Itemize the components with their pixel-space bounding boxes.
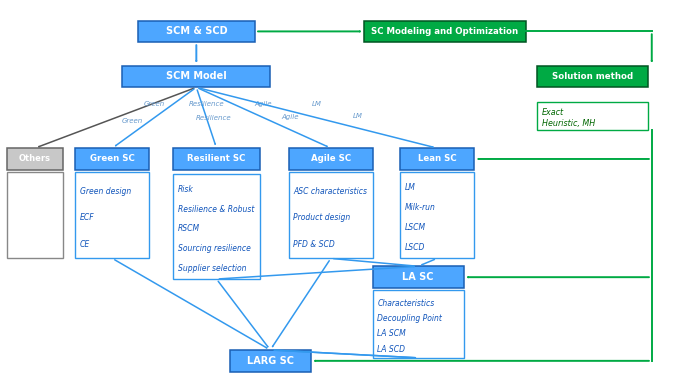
Text: CE: CE	[80, 240, 90, 248]
FancyBboxPatch shape	[173, 148, 260, 170]
Text: ECF: ECF	[80, 213, 95, 222]
FancyBboxPatch shape	[7, 148, 63, 170]
Text: Resilient SC: Resilient SC	[187, 155, 246, 163]
Text: LARG SC: LARG SC	[247, 356, 294, 366]
FancyBboxPatch shape	[373, 290, 464, 358]
Text: Green design: Green design	[80, 186, 132, 195]
FancyBboxPatch shape	[537, 102, 649, 130]
Text: Milk-run: Milk-run	[405, 203, 435, 212]
FancyBboxPatch shape	[400, 172, 474, 259]
Text: Agile SC: Agile SC	[310, 155, 351, 163]
Text: LA SC: LA SC	[402, 272, 434, 282]
Text: LM: LM	[353, 113, 362, 119]
Text: SCM & SCD: SCM & SCD	[165, 26, 227, 36]
Text: LA SCM: LA SCM	[377, 330, 406, 338]
Text: Agile: Agile	[254, 101, 272, 107]
Text: Product design: Product design	[294, 213, 351, 222]
FancyBboxPatch shape	[76, 148, 149, 170]
Text: Heuristic, MH: Heuristic, MH	[542, 119, 595, 128]
Text: Green: Green	[122, 118, 143, 124]
Text: Characteristics: Characteristics	[377, 299, 435, 308]
FancyBboxPatch shape	[400, 148, 474, 170]
Text: SCM Model: SCM Model	[166, 71, 227, 81]
Text: Resilience: Resilience	[195, 115, 231, 121]
Text: Lean SC: Lean SC	[418, 155, 456, 163]
FancyBboxPatch shape	[373, 266, 464, 288]
Text: LSCD: LSCD	[405, 243, 425, 252]
Text: LM: LM	[312, 101, 321, 107]
Text: LM: LM	[405, 183, 416, 192]
Text: Supplier selection: Supplier selection	[178, 263, 246, 273]
FancyBboxPatch shape	[138, 20, 255, 42]
FancyBboxPatch shape	[289, 172, 373, 259]
Text: Resilience & Robust: Resilience & Robust	[178, 204, 254, 214]
Text: PFD & SCD: PFD & SCD	[294, 240, 335, 248]
Text: Resilience: Resilience	[188, 101, 224, 107]
FancyBboxPatch shape	[289, 148, 373, 170]
Text: Green SC: Green SC	[90, 155, 135, 163]
Text: Risk: Risk	[178, 185, 193, 194]
Text: RSCM: RSCM	[178, 224, 200, 233]
FancyBboxPatch shape	[76, 172, 149, 259]
Text: LA SCD: LA SCD	[377, 345, 406, 354]
FancyBboxPatch shape	[173, 174, 260, 279]
FancyBboxPatch shape	[364, 20, 526, 42]
Text: Sourcing resilience: Sourcing resilience	[178, 244, 250, 253]
FancyBboxPatch shape	[122, 65, 270, 87]
Text: Solution method: Solution method	[552, 72, 634, 81]
Text: Exact: Exact	[542, 108, 564, 117]
FancyBboxPatch shape	[7, 172, 63, 259]
Text: Others: Others	[19, 155, 51, 163]
FancyBboxPatch shape	[230, 350, 310, 372]
FancyBboxPatch shape	[537, 65, 649, 87]
Text: SC Modeling and Optimization: SC Modeling and Optimization	[371, 27, 518, 36]
Text: Agile: Agile	[281, 114, 299, 120]
Text: ASC characteristics: ASC characteristics	[294, 186, 367, 195]
Text: Green: Green	[144, 101, 165, 107]
Text: LSCM: LSCM	[405, 223, 426, 232]
Text: Decoupling Point: Decoupling Point	[377, 314, 442, 323]
